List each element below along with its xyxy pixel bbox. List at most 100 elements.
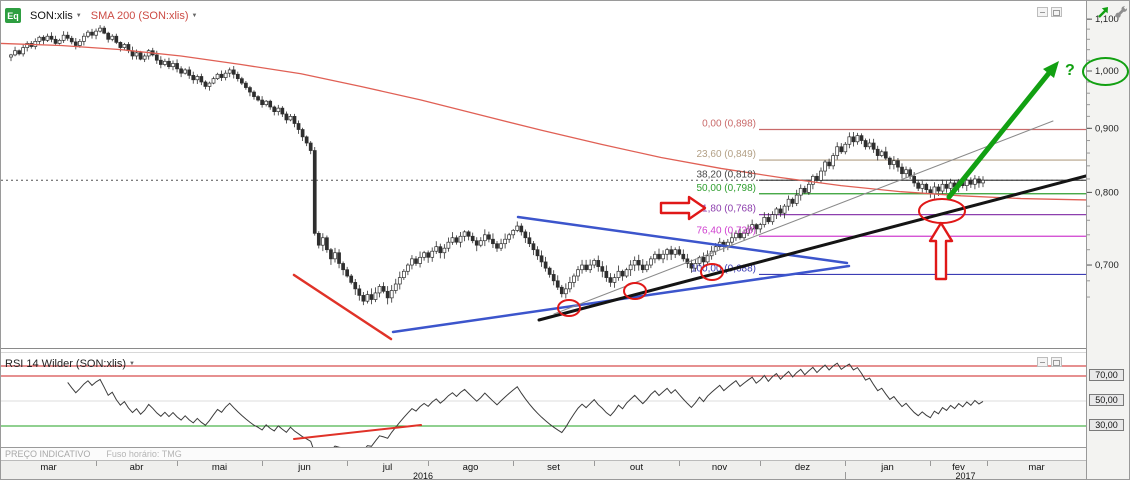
candle-body [203,81,208,87]
price-axis-label: 1,100 [1095,14,1119,25]
candle-body [912,175,917,184]
candle-body [693,263,698,269]
month-label: jul [382,462,393,473]
candle-body [584,264,588,271]
candle-body [661,253,665,260]
month-boundary-tick [262,461,263,466]
rsi-chart-canvas[interactable] [1,353,1086,447]
rsi-indicator-selector[interactable]: RSI 14 Wilder (SON:xlis) ▼ [5,358,135,370]
candle-body [163,60,167,65]
candle-body [563,288,568,295]
candle-body [916,182,921,189]
candle-body [426,252,430,258]
candle-body [515,225,520,231]
candle-body [778,208,783,214]
sma-overlay-selector[interactable]: SMA 200 (SON:xlis) ▼ [91,10,198,22]
candle-body [632,260,637,266]
candle-body [284,113,289,121]
candle-body [248,87,252,93]
candle-body [227,69,232,74]
price-chart-canvas[interactable]: 0,00 (0,898) 23,60 (0,849) 38,20 (0,818) 50… [1,1,1086,347]
candle-body [847,136,852,145]
candle-body [539,255,544,263]
candle-body [385,290,390,299]
candle-body [175,63,179,70]
candle-body [964,179,969,186]
candle-body [365,294,370,302]
candle-body [523,231,528,239]
candle-body [134,52,139,57]
candle-body [102,27,107,34]
candle-body [527,237,532,245]
minimize-panel-icon[interactable] [1037,357,1048,367]
candle-body [316,232,321,246]
candle-body [507,234,511,240]
candle-body [487,234,491,240]
rsi-indicator-panel: RSI 14 Wilder (SON:xlis) ▼ [1,352,1086,448]
candle-body [9,54,13,58]
candle-body [491,238,495,245]
candle-body [13,50,17,56]
candle-body [944,183,949,189]
symbol-selector[interactable]: SON:xlis ▼ [30,10,82,22]
candle-body [235,73,240,80]
green-trend-arrow-icon[interactable] [1096,4,1111,20]
candle-body [871,142,876,150]
candle-body [701,256,706,263]
candle-body [851,136,856,143]
candle-body [223,72,228,78]
candlestick-series[interactable] [9,25,985,306]
candle-body [397,277,402,285]
candle-body [199,76,204,83]
candle-body [705,255,710,263]
candle-body [774,208,779,215]
candle-body [154,54,159,61]
candle-body [438,246,443,254]
candle-body [410,258,414,266]
candle-body [600,266,605,272]
candle-body [620,270,625,277]
month-boundary-tick [760,461,761,466]
rsi-level-label: 30,00 [1089,419,1124,431]
candle-body [535,249,540,257]
candle-body [98,27,102,32]
candle-body [572,275,576,283]
candle-body [77,41,82,46]
candle-body [887,157,892,165]
candle-body [640,264,645,271]
month-boundary-tick [594,461,595,466]
candle-body [106,32,111,40]
arrow-up-to-breakout-annotation [928,221,954,281]
candle-body [588,264,593,271]
price-chart-panel: 0,00 (0,898) 23,60 (0,849) 38,20 (0,818) 50… [1,1,1086,349]
candle-body [879,151,884,156]
candle-body [839,146,844,153]
maximize-panel-icon[interactable] [1051,357,1062,367]
candle-body [264,100,268,106]
fib-level-label: 76,40 (0,738) [697,225,757,236]
month-boundary-tick [679,461,680,466]
minimize-panel-icon[interactable] [1037,7,1048,17]
candle-body [559,286,564,295]
candle-body [430,250,435,258]
candle-body [855,135,860,143]
month-axis[interactable]: mar abr mai jun jul ago set out nov dez jan fev mar [1,460,1086,473]
candle-body [543,261,548,269]
candle-body [138,52,143,60]
candle-body [211,78,216,84]
candle-body [802,187,807,193]
maximize-panel-icon[interactable] [1051,7,1062,17]
candle-body [738,232,742,239]
candle-body [349,275,354,283]
red-circle-annotation [700,263,724,281]
candle-body [345,269,349,277]
candle-body [353,282,358,290]
candle-body [628,264,633,271]
month-label: abr [129,462,144,473]
price-axis[interactable]: 1,100 1,000 0,900 0,800 0,700 70,00 50,00 30,0… [1086,1,1129,479]
candle-body [762,217,767,225]
candle-body [806,183,811,193]
candle-body [827,161,831,167]
wrench-icon[interactable] [1113,4,1129,20]
